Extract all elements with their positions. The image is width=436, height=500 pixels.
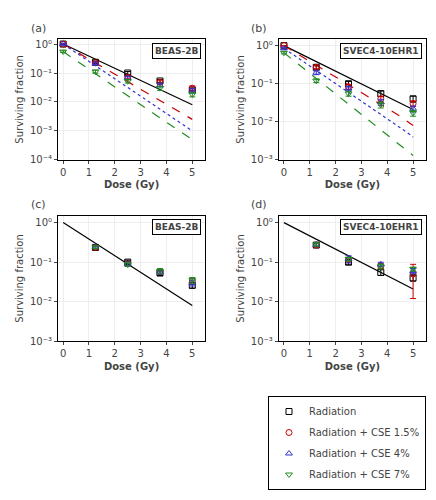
svg-text:1: 1 bbox=[307, 167, 313, 178]
svg-text:10⁻¹: 10⁻¹ bbox=[30, 257, 52, 268]
svg-text:0: 0 bbox=[281, 167, 287, 178]
svg-text:1: 1 bbox=[307, 348, 313, 359]
svg-text:10⁻³: 10⁻³ bbox=[30, 336, 52, 347]
svg-text:(c): (c) bbox=[31, 198, 46, 211]
svg-text:10⁻¹: 10⁻¹ bbox=[251, 257, 273, 268]
svg-text:Dose (Gy): Dose (Gy) bbox=[104, 361, 159, 372]
svg-text:10⁻²: 10⁻² bbox=[251, 116, 273, 127]
svg-text:SVEC4-10EHR1: SVEC4-10EHR1 bbox=[343, 222, 419, 232]
svg-text:(b): (b) bbox=[251, 22, 267, 35]
svg-text:10⁻³: 10⁻³ bbox=[251, 154, 273, 165]
svg-text:10⁻¹: 10⁻¹ bbox=[30, 68, 52, 79]
svg-text:1: 1 bbox=[86, 348, 92, 359]
svg-text:2: 2 bbox=[112, 167, 118, 178]
svg-text:BEAS-2B: BEAS-2B bbox=[155, 222, 198, 232]
svg-text:Surviving fraction: Surviving fraction bbox=[14, 234, 25, 322]
svg-text:2: 2 bbox=[332, 348, 338, 359]
svg-text:Surviving fraction: Surviving fraction bbox=[235, 234, 246, 322]
svg-text:5: 5 bbox=[410, 167, 416, 178]
svg-text:3: 3 bbox=[358, 348, 364, 359]
svg-text:3: 3 bbox=[358, 167, 364, 178]
svg-text:Radiation + CSE 1.5%: Radiation + CSE 1.5% bbox=[309, 427, 419, 438]
svg-text:10⁻³: 10⁻³ bbox=[251, 336, 273, 347]
svg-text:5: 5 bbox=[410, 348, 416, 359]
svg-text:0: 0 bbox=[60, 348, 66, 359]
svg-text:Surviving fraction: Surviving fraction bbox=[235, 55, 246, 143]
svg-text:Surviving fraction: Surviving fraction bbox=[14, 55, 25, 143]
svg-text:5: 5 bbox=[189, 167, 195, 178]
svg-text:10⁻²: 10⁻² bbox=[30, 96, 52, 107]
svg-text:SVEC4-10EHR1: SVEC4-10EHR1 bbox=[343, 46, 419, 56]
svg-text:Dose (Gy): Dose (Gy) bbox=[104, 179, 159, 190]
svg-text:10⁰: 10⁰ bbox=[35, 39, 52, 50]
svg-text:(a): (a) bbox=[31, 22, 46, 35]
svg-text:4: 4 bbox=[163, 167, 169, 178]
svg-text:4: 4 bbox=[384, 167, 390, 178]
svg-text:Dose (Gy): Dose (Gy) bbox=[325, 361, 380, 372]
svg-text:2: 2 bbox=[112, 348, 118, 359]
svg-text:3: 3 bbox=[137, 348, 143, 359]
svg-text:2: 2 bbox=[332, 167, 338, 178]
svg-text:BEAS-2B: BEAS-2B bbox=[155, 46, 198, 56]
svg-text:4: 4 bbox=[384, 348, 390, 359]
svg-text:0: 0 bbox=[60, 167, 66, 178]
svg-text:10⁻⁴: 10⁻⁴ bbox=[30, 154, 52, 165]
svg-text:Radiation + CSE 4%: Radiation + CSE 4% bbox=[309, 448, 410, 459]
svg-text:0: 0 bbox=[281, 348, 287, 359]
svg-text:10⁰: 10⁰ bbox=[256, 40, 273, 51]
svg-text:Radiation: Radiation bbox=[309, 406, 356, 417]
svg-text:10⁻³: 10⁻³ bbox=[30, 125, 52, 136]
svg-text:10⁻²: 10⁻² bbox=[251, 296, 273, 307]
svg-text:5: 5 bbox=[189, 348, 195, 359]
svg-text:Radiation + CSE 7%: Radiation + CSE 7% bbox=[309, 469, 410, 480]
svg-text:4: 4 bbox=[163, 348, 169, 359]
svg-text:10⁻²: 10⁻² bbox=[30, 296, 52, 307]
svg-text:10⁻¹: 10⁻¹ bbox=[251, 78, 273, 89]
svg-text:Dose (Gy): Dose (Gy) bbox=[325, 179, 380, 190]
svg-text:3: 3 bbox=[137, 167, 143, 178]
svg-text:10⁰: 10⁰ bbox=[256, 217, 273, 228]
svg-text:1: 1 bbox=[86, 167, 92, 178]
svg-text:10⁰: 10⁰ bbox=[35, 217, 52, 228]
svg-text:(d): (d) bbox=[251, 198, 267, 211]
